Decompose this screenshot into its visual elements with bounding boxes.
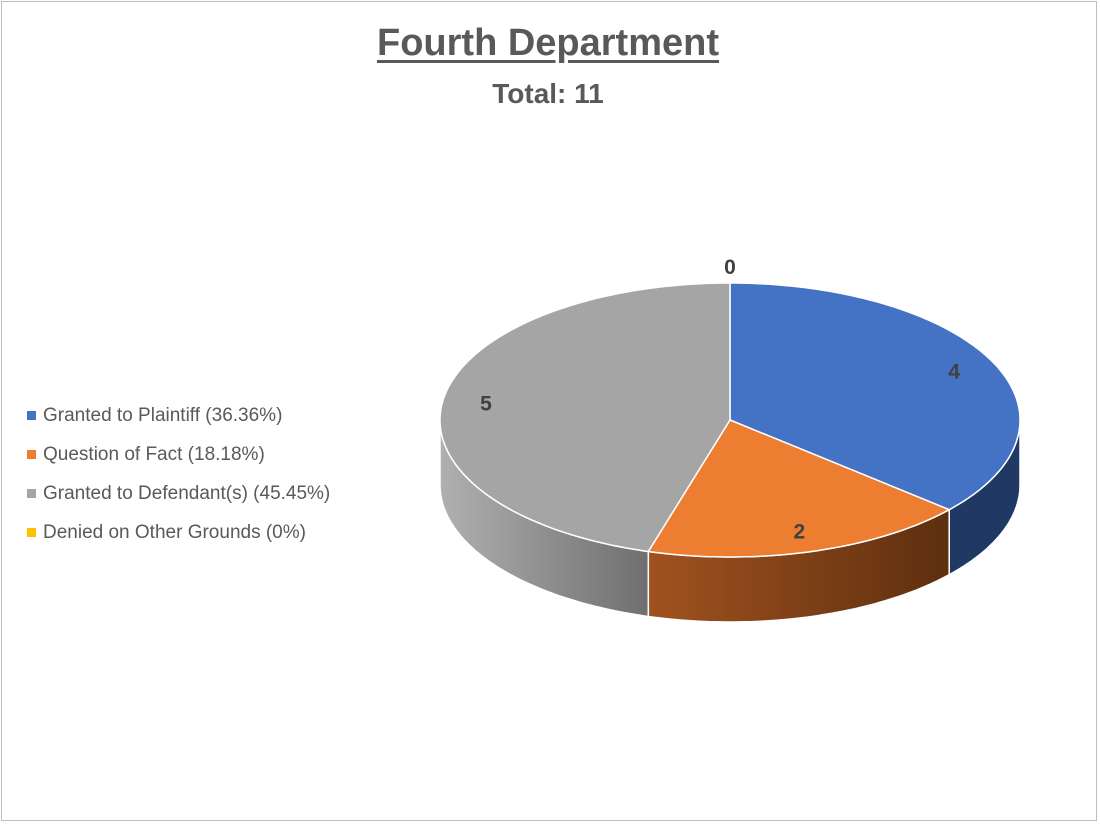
legend-swatch — [27, 528, 36, 537]
pie-slice-1[interactable] — [647, 419, 951, 558]
pie-slice-0[interactable] — [729, 282, 1021, 511]
legend-item-granted-plaintiff: Granted to Plaintiff (36.36%) — [27, 396, 330, 435]
chart-title: Fourth Department — [377, 22, 719, 64]
legend-label: Denied on Other Grounds (0%) — [43, 521, 306, 543]
legend-item-granted-defendants: Granted to Defendant(s) (45.45%) — [27, 474, 330, 513]
legend-label: Granted to Defendant(s) (45.45%) — [43, 482, 331, 504]
legend-label: Granted to Plaintiff (36.36%) — [43, 404, 283, 426]
legend-swatch — [27, 489, 36, 498]
data-label-0: 4 — [948, 361, 960, 384]
data-label-1: 2 — [794, 521, 806, 544]
legend-swatch — [27, 411, 36, 420]
data-label-3: 0 — [724, 256, 736, 279]
legend-label: Question of Fact (18.18%) — [43, 443, 265, 465]
legend-item-denied-other: Denied on Other Grounds (0%) — [27, 513, 330, 552]
chart-subtitle: Total: 11 — [492, 78, 604, 109]
pie-slice-2[interactable] — [439, 282, 731, 553]
legend-item-question-of-fact: Question of Fact (18.18%) — [27, 435, 330, 474]
data-label-2: 5 — [480, 392, 492, 415]
legend: Granted to Plaintiff (36.36%) Question o… — [27, 396, 330, 552]
legend-swatch — [27, 450, 36, 459]
